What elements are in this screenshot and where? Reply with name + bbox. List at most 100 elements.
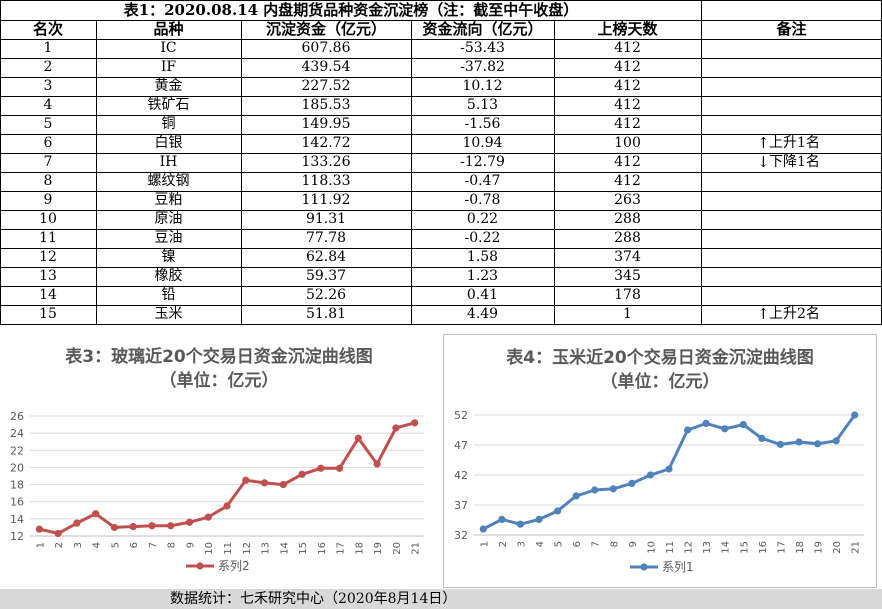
cell-rank: 15 bbox=[39, 306, 57, 322]
data-point bbox=[758, 434, 766, 442]
cell-fund: 77.78 bbox=[305, 230, 347, 246]
cell-rank: 8 bbox=[43, 173, 53, 189]
legend-label: 系列2 bbox=[218, 559, 250, 573]
footer-source: 数据统计：七禾研究中心（2020年8月14日） bbox=[170, 591, 457, 607]
table-hline bbox=[0, 77, 882, 78]
header-days: 上榜天数 bbox=[597, 20, 658, 38]
x-tick-label: 21 bbox=[851, 541, 862, 554]
y-tick-label: 22 bbox=[10, 444, 24, 457]
data-point bbox=[721, 425, 729, 433]
cell-fund: 118.33 bbox=[301, 173, 351, 189]
x-tick-label: 7 bbox=[591, 541, 602, 547]
x-tick-label: 19 bbox=[373, 542, 384, 555]
x-tick-label: 12 bbox=[684, 541, 695, 554]
y-tick-label: 14 bbox=[10, 513, 24, 526]
y-tick-label: 16 bbox=[10, 496, 24, 509]
table-hline bbox=[0, 39, 882, 40]
cell-rank: 1 bbox=[43, 40, 53, 56]
x-tick-label: 21 bbox=[411, 542, 422, 555]
header-fund: 沉淀资金（亿元） bbox=[265, 20, 386, 38]
x-tick-label: 13 bbox=[702, 541, 713, 554]
legend-marker-icon bbox=[640, 563, 648, 571]
x-tick-label: 11 bbox=[665, 541, 676, 554]
data-point bbox=[35, 525, 43, 533]
cell-days: 412 bbox=[614, 97, 641, 113]
data-point bbox=[129, 522, 137, 531]
cell-rank: 5 bbox=[43, 116, 53, 132]
cell-note bbox=[701, 77, 882, 96]
arrow-up-icon: ↑ bbox=[757, 134, 770, 152]
x-tick-label: 17 bbox=[776, 541, 787, 554]
header-rank: 名次 bbox=[32, 20, 63, 38]
table-hline bbox=[0, 286, 882, 287]
x-tick-label: 16 bbox=[758, 541, 769, 554]
cell-days: 288 bbox=[614, 211, 641, 227]
cell-days: 412 bbox=[614, 154, 641, 170]
data-point bbox=[392, 424, 400, 432]
arrow-down-icon: ↓ bbox=[757, 153, 770, 171]
x-tick-label: 18 bbox=[354, 542, 365, 555]
x-tick-label: 8 bbox=[609, 541, 620, 547]
x-tick-label: 20 bbox=[832, 541, 843, 554]
cell-fund: 62.84 bbox=[305, 249, 347, 265]
table-row: 14 铅 52.26 0.41 178 bbox=[0, 286, 882, 305]
cell-note bbox=[701, 210, 882, 229]
cell-flow: -53.43 bbox=[460, 40, 505, 56]
cell-rank: 13 bbox=[39, 268, 57, 284]
cell-flow: 4.49 bbox=[466, 306, 499, 322]
cell-note: ↓ 下降1名 bbox=[701, 153, 882, 172]
y-tick-label: 24 bbox=[10, 427, 24, 440]
chart-corn-title: 表4：玉米近20个交易日资金沉淀曲线图 bbox=[506, 348, 814, 368]
y-tick-label: 47 bbox=[454, 439, 468, 452]
table-hline bbox=[0, 134, 882, 135]
x-tick-label: 12 bbox=[242, 542, 253, 555]
x-tick-label: 10 bbox=[204, 542, 215, 555]
cell-note: ↑ 上升1名 bbox=[701, 134, 882, 153]
table-vline bbox=[96, 20, 97, 325]
data-point bbox=[479, 525, 487, 533]
table-row: 9 豆粕 111.92 -0.78 263 bbox=[0, 191, 882, 210]
cell-name: IH bbox=[159, 154, 178, 170]
table-vline bbox=[241, 20, 242, 325]
data-point bbox=[204, 513, 212, 521]
table-hline bbox=[0, 267, 882, 268]
data-point bbox=[260, 479, 269, 487]
cell-name: 豆油 bbox=[154, 230, 183, 246]
y-tick-label: 20 bbox=[10, 461, 24, 474]
cell-rank: 2 bbox=[43, 59, 53, 75]
data-point bbox=[683, 426, 692, 434]
x-tick-label: 3 bbox=[516, 541, 527, 547]
cell-flow: 10.94 bbox=[462, 135, 503, 151]
y-tick-label: 52 bbox=[454, 409, 468, 422]
header-name: 品种 bbox=[153, 20, 184, 38]
cell-fund: 607.86 bbox=[301, 40, 351, 56]
cell-name: 铜 bbox=[161, 116, 176, 132]
cell-rank: 7 bbox=[43, 154, 53, 170]
table-vline bbox=[411, 20, 412, 325]
x-tick-label: 9 bbox=[185, 542, 196, 548]
cell-days: 412 bbox=[614, 173, 641, 189]
note-text: 上升1名 bbox=[769, 135, 820, 151]
cell-flow: -0.78 bbox=[464, 192, 501, 208]
cell-rank: 4 bbox=[43, 97, 53, 113]
x-tick-label: 4 bbox=[535, 541, 546, 547]
cell-note: ↑ 上升2名 bbox=[701, 305, 882, 324]
table-row: 11 豆油 77.78 -0.22 288 bbox=[0, 229, 882, 248]
x-tick-label: 7 bbox=[148, 542, 159, 548]
cell-days: 100 bbox=[614, 135, 641, 151]
cell-fund: 91.31 bbox=[305, 211, 347, 227]
x-tick-label: 17 bbox=[336, 542, 347, 555]
y-tick-label: 26 bbox=[10, 410, 24, 423]
data-point bbox=[535, 515, 543, 523]
cell-days: 288 bbox=[614, 230, 641, 246]
data-point bbox=[335, 464, 344, 472]
cell-flow: 1.58 bbox=[466, 249, 499, 265]
table-row: 12 镍 62.84 1.58 374 bbox=[0, 248, 882, 267]
data-point bbox=[776, 440, 785, 448]
x-tick-label: 5 bbox=[554, 541, 565, 547]
cell-note bbox=[701, 286, 882, 305]
table-hline bbox=[0, 324, 882, 325]
cell-note bbox=[701, 39, 882, 58]
cell-rank: 14 bbox=[39, 287, 57, 303]
